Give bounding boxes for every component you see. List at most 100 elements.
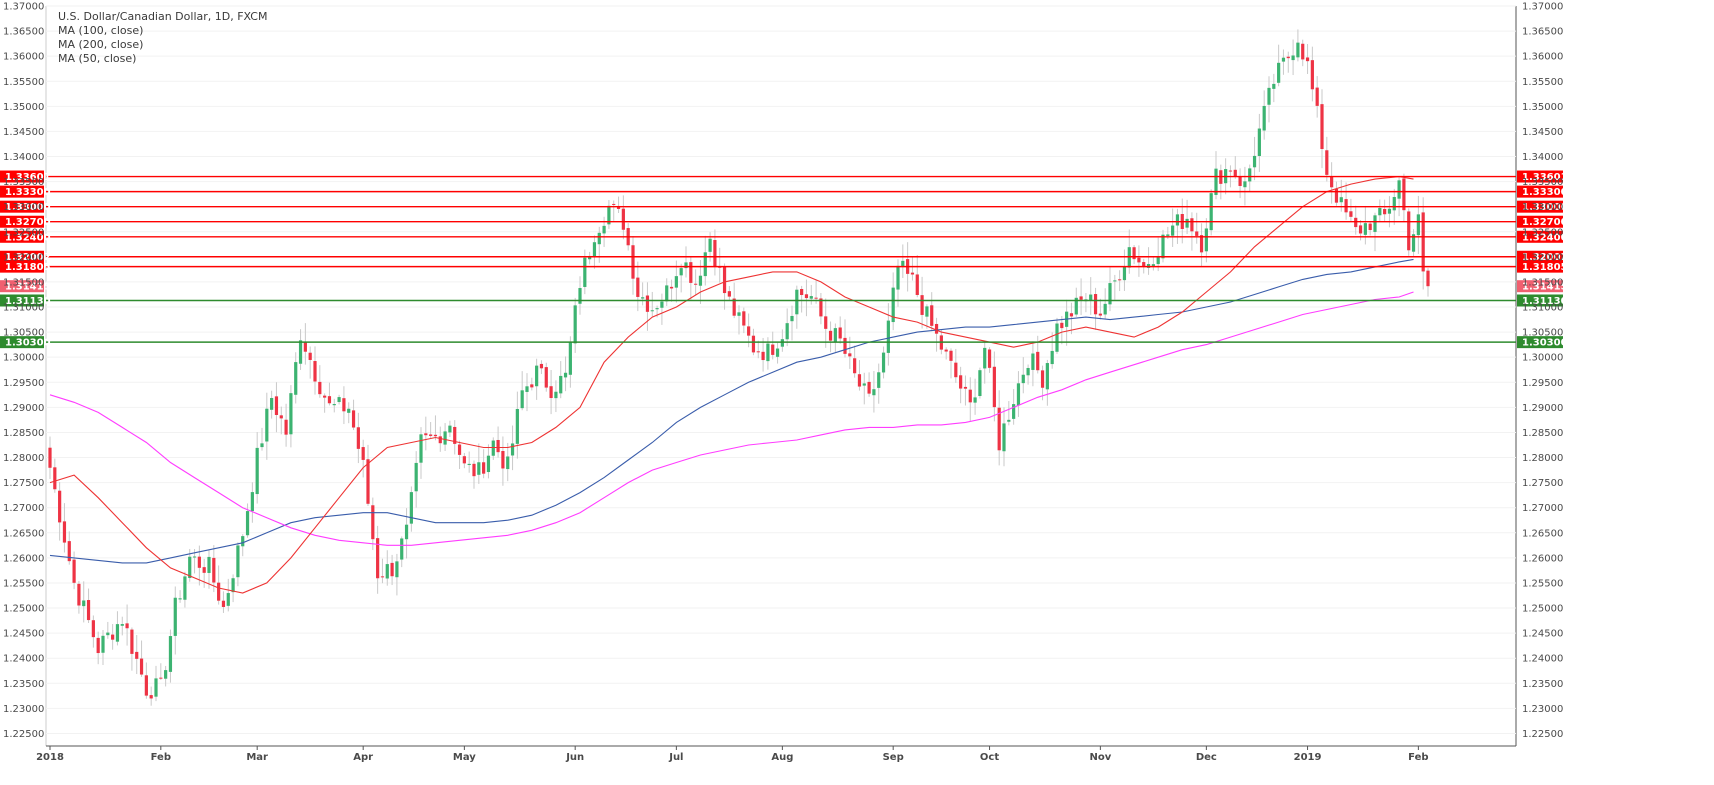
candle-body — [139, 658, 144, 675]
resistance-level-label-right: 1.33300 — [1522, 187, 1568, 198]
candle-body — [1190, 218, 1194, 232]
candle-body — [130, 629, 134, 654]
candle-body — [48, 447, 52, 468]
candle-body — [607, 205, 611, 225]
resistance-level-tag-left — [0, 185, 44, 198]
candle-body — [867, 381, 871, 394]
candle-body — [554, 391, 558, 399]
candle-body — [1339, 197, 1343, 203]
candle-body — [795, 289, 799, 315]
candle-body — [713, 240, 717, 267]
candle-body — [853, 358, 857, 374]
support-level-tag-left — [0, 336, 44, 349]
candle-body — [886, 320, 890, 353]
candle-body — [135, 651, 139, 659]
candle-body — [274, 396, 279, 415]
candle-body — [1050, 350, 1054, 365]
candle-body — [1421, 212, 1425, 272]
candle-body — [217, 582, 221, 601]
candle-body — [1228, 170, 1233, 172]
candle-body — [612, 203, 616, 205]
candle-body — [327, 396, 332, 404]
candle-body — [1373, 215, 1377, 232]
candle-body — [689, 262, 693, 283]
candle-body — [968, 389, 972, 403]
candle-body — [973, 397, 977, 403]
candle-body — [91, 620, 95, 638]
resistance-level-label-right: 1.32700 — [1522, 217, 1568, 228]
time-tick-label: Jul — [668, 752, 683, 763]
candle-body — [1305, 57, 1310, 62]
price-tick-label-left: 1.30000 — [3, 353, 44, 364]
candle-body — [323, 395, 327, 398]
candle-body — [1363, 223, 1367, 235]
price-tick-label-left: 1.36000 — [3, 52, 44, 63]
price-tick-label-left: 1.32500 — [3, 227, 44, 238]
candle-body — [1069, 313, 1074, 317]
candle-body — [775, 348, 780, 357]
candle-body — [1368, 223, 1372, 231]
candle-body — [790, 315, 794, 322]
price-tick-label-left: 1.34000 — [3, 152, 44, 163]
candle-body — [1214, 168, 1218, 195]
candle-body — [1045, 363, 1049, 390]
candle-body — [722, 266, 727, 294]
candle-body — [896, 265, 900, 290]
candle-body — [901, 260, 905, 266]
support-level-label-right: 1.30300 — [1522, 338, 1568, 349]
candle-body — [443, 431, 447, 445]
candle-body — [949, 350, 953, 361]
price-tick-label-left: 1.31500 — [3, 277, 44, 288]
time-tick-label: May — [453, 752, 476, 763]
candle-body — [1257, 128, 1261, 156]
candle-body — [848, 353, 852, 357]
candle-body — [212, 557, 216, 583]
candle-body — [1142, 262, 1146, 267]
support-level-label-right: 1.31130 — [1522, 296, 1568, 307]
candle-body — [983, 347, 987, 369]
candle-body — [1252, 155, 1257, 168]
price-tick-label-left: 1.36500 — [3, 27, 44, 38]
support-level-label-left: 1.31130 — [5, 296, 51, 307]
price-tick-label-right: 1.32500 — [1522, 227, 1563, 238]
price-tick-label-right: 1.35000 — [1522, 102, 1563, 113]
candle-body — [265, 408, 269, 442]
candle-body — [727, 291, 731, 297]
price-tick-label-left: 1.35500 — [3, 77, 44, 88]
candle-body — [877, 372, 881, 388]
candle-body — [1301, 43, 1305, 60]
candle-body — [1291, 55, 1295, 61]
candle-body — [1392, 197, 1396, 211]
last-price-tag-right — [1517, 280, 1563, 293]
candle-body — [655, 308, 659, 310]
candle-body — [539, 363, 544, 369]
candle-body — [742, 311, 746, 326]
candle-body — [457, 444, 462, 455]
price-tick-label-right: 1.25500 — [1522, 578, 1563, 589]
candle-body — [202, 567, 206, 573]
candle-body — [506, 456, 510, 470]
candle-body — [684, 262, 688, 269]
candle-body — [920, 295, 924, 315]
price-tick-label-right: 1.35500 — [1522, 77, 1563, 88]
ma100-line — [49, 258, 1414, 564]
candle-body — [1349, 211, 1353, 217]
candle-body — [674, 276, 678, 288]
candle-body — [1185, 218, 1189, 228]
candle-body — [559, 375, 563, 394]
candle-body — [992, 366, 996, 408]
candle-body — [77, 583, 81, 606]
candle-body — [963, 386, 968, 389]
candle-body — [631, 245, 635, 279]
price-tick-label-left: 1.28500 — [3, 428, 44, 439]
resistance-level-tag-left — [0, 170, 44, 183]
candle-body — [1098, 313, 1102, 316]
candle-body — [1286, 56, 1290, 59]
candle-body — [838, 327, 842, 339]
candle-body — [934, 323, 939, 334]
candle-body — [226, 593, 230, 606]
candle-body — [978, 370, 982, 397]
price-tick-label-left: 1.26500 — [3, 528, 44, 539]
price-tick-label-left: 1.27500 — [3, 478, 44, 489]
